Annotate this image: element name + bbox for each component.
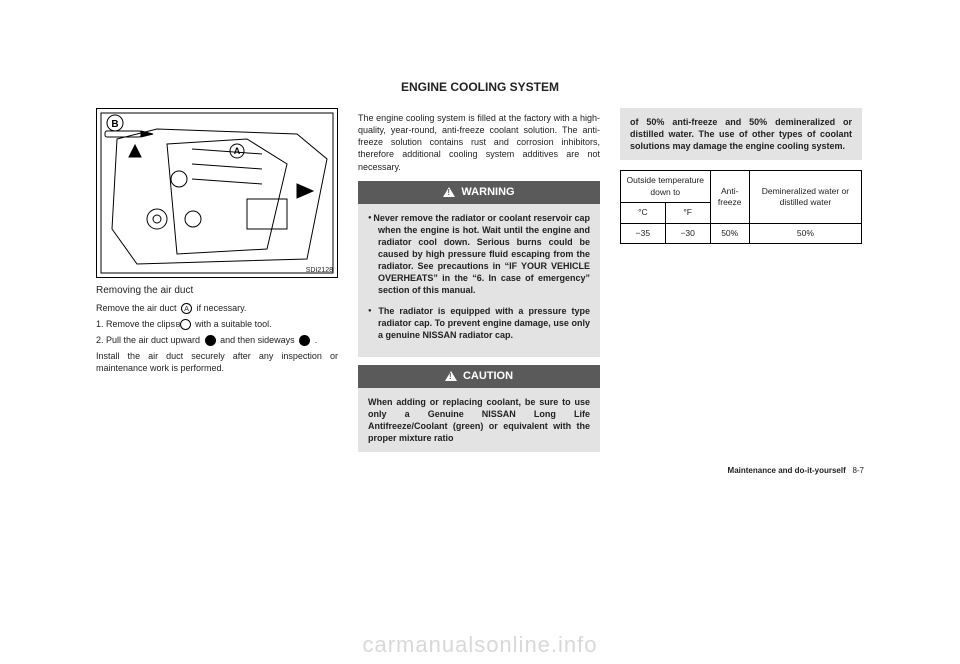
text: Remove the air duct <box>96 303 177 313</box>
text: if necessary. <box>197 303 247 313</box>
warning-item: Never remove the radiator or coolant res… <box>368 212 590 297</box>
caution-label: CAUTION <box>463 369 513 384</box>
cell-water: 50% <box>749 223 861 243</box>
watermark: carmanualsonline.info <box>0 632 960 658</box>
manual-page: ENGINE COOLING SYSTEM <box>96 80 864 600</box>
svg-text:2: 2 <box>190 215 196 226</box>
caution-continuation: of 50% anti-freeze and 50% demineralized… <box>620 108 862 160</box>
svg-text:1: 1 <box>176 175 182 186</box>
cell-anti: 50% <box>710 223 749 243</box>
step-2: 2. Pull the air duct upward 1 and then s… <box>96 334 338 346</box>
caution-icon <box>445 371 457 381</box>
column-2: The engine cooling system is filled at t… <box>358 108 600 452</box>
air-duct-figure: B A 1 2 SDI2128 <box>96 108 338 278</box>
columns: B A 1 2 SDI2128 Removing the air duct Re… <box>96 108 864 452</box>
column-3: of 50% anti-freeze and 50% demineralized… <box>620 108 862 452</box>
text: . <box>315 335 318 345</box>
coolant-table: Outside temperature down to Anti-freeze … <box>620 170 862 244</box>
warning-body: Never remove the radiator or coolant res… <box>358 204 600 357</box>
warning-item: The radiator is equipped with a pressure… <box>368 305 590 341</box>
th-water: Demineralized water or distilled water <box>749 171 861 223</box>
text: and then sideways <box>220 335 295 345</box>
air-duct-outro: Install the air duct securely after any … <box>96 350 338 374</box>
marker-b-icon: B <box>180 319 191 330</box>
marker-1-icon: 1 <box>205 335 216 346</box>
text: 2. Pull the air duct upward <box>96 335 200 345</box>
warning-label: WARNING <box>461 185 514 200</box>
page-footer: Maintenance and do-it-yourself 8-7 <box>96 466 864 475</box>
caution-header: CAUTION <box>358 365 600 388</box>
warning-icon <box>443 187 455 197</box>
text: 1. Remove the clips <box>96 319 175 329</box>
svg-text:B: B <box>111 119 118 130</box>
marker-2-icon: 2 <box>299 335 310 346</box>
figure-label: SDI2128 <box>306 266 333 275</box>
cell-f: −30 <box>665 223 710 243</box>
marker-a-icon: A <box>181 303 192 314</box>
air-duct-intro: Remove the air duct A if necessary. <box>96 302 338 314</box>
footer-section: Maintenance and do-it-yourself <box>728 466 846 475</box>
th-c: °C <box>621 203 666 223</box>
column-1: B A 1 2 SDI2128 Removing the air duct Re… <box>96 108 338 452</box>
th-antifreeze: Anti-freeze <box>710 171 749 223</box>
cooling-intro: The engine cooling system is filled at t… <box>358 112 600 173</box>
text: with a suitable tool. <box>195 319 272 329</box>
caution-body: When adding or replacing coolant, be sur… <box>358 388 600 453</box>
warning-header: WARNING <box>358 181 600 204</box>
table-row: −35 −30 50% 50% <box>621 223 862 243</box>
th-outside: Outside temperature down to <box>621 171 711 203</box>
air-duct-subhead: Removing the air duct <box>96 284 338 298</box>
page-header: ENGINE COOLING SYSTEM <box>96 80 864 94</box>
cell-c: −35 <box>621 223 666 243</box>
th-f: °F <box>665 203 710 223</box>
svg-text:A: A <box>234 146 241 156</box>
engine-bay-sketch: B A 1 2 <box>97 109 337 277</box>
footer-page: 8-7 <box>852 466 864 475</box>
steps-list: 1. Remove the clips B with a suitable to… <box>96 318 338 346</box>
step-1: 1. Remove the clips B with a suitable to… <box>96 318 338 330</box>
